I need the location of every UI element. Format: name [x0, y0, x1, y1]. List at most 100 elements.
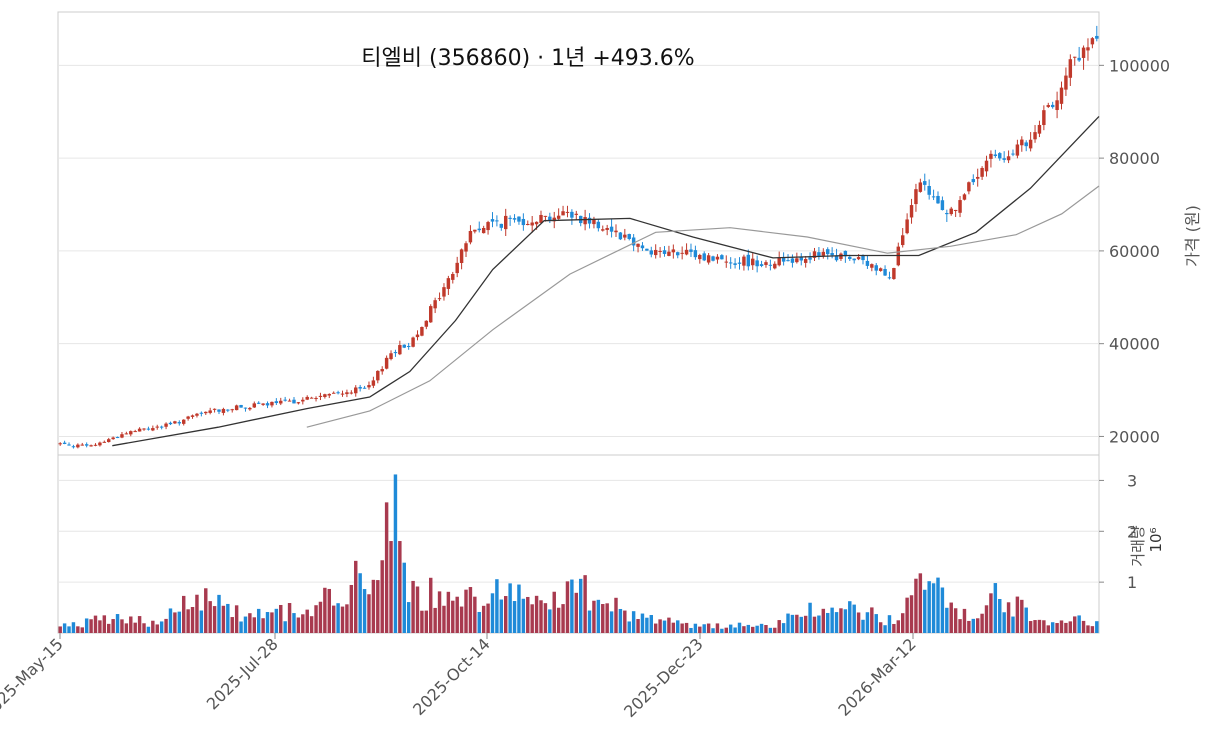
volume-bar [204, 588, 208, 633]
candle-body [371, 380, 376, 386]
candle-body [84, 444, 89, 446]
candle-body [826, 249, 830, 255]
candle-body [384, 357, 389, 369]
volume-bar [380, 560, 384, 633]
volume-bar [1059, 620, 1064, 633]
volume-bar [768, 627, 773, 633]
candle-body [265, 403, 270, 406]
volume-bar [199, 610, 204, 633]
volume-bar [296, 617, 301, 633]
candle-body [451, 273, 455, 280]
candle-body [737, 262, 742, 264]
volume-bar [923, 589, 927, 633]
volume-bar [843, 609, 848, 633]
candle-body [80, 444, 84, 446]
candle-body [517, 216, 521, 222]
volume-bar [512, 601, 517, 633]
candle-body [548, 216, 552, 221]
candle-body [98, 442, 102, 446]
volume-bar [574, 592, 579, 633]
volume-bar [548, 609, 552, 633]
candle-body [354, 387, 358, 394]
volume-bar [151, 620, 155, 633]
volume-bar [177, 611, 182, 633]
candle-body [684, 249, 689, 255]
candle-body [1090, 38, 1095, 45]
volume-bar [115, 614, 120, 633]
volume-bar [693, 623, 698, 633]
volume-bar [292, 613, 296, 633]
volume-bar [93, 615, 98, 633]
candle-body [71, 446, 76, 448]
volume-bar [98, 620, 102, 633]
volume-bar [468, 587, 473, 633]
volume-bar [949, 602, 953, 633]
volume-bar [107, 623, 111, 633]
volume-bar [623, 610, 627, 633]
moving-averages [112, 115, 1100, 447]
volume-bar [993, 583, 998, 633]
candle-body [314, 398, 318, 400]
candle-body [164, 423, 168, 427]
volume-bar [689, 627, 693, 633]
volume-bar [411, 580, 415, 633]
candle-body [755, 260, 759, 267]
candle-body [693, 250, 698, 258]
volume-bar [984, 605, 989, 633]
volume-bar [1077, 615, 1081, 633]
volume-bar [142, 623, 146, 633]
candle-body [301, 399, 305, 402]
volume-bar [164, 618, 168, 633]
volume-bar [464, 589, 468, 633]
candle-body [336, 392, 340, 394]
candle-body [949, 208, 953, 215]
candle-body [883, 268, 887, 276]
volume-bar [883, 625, 887, 633]
volume-bar [181, 595, 186, 633]
volume-bar [892, 623, 896, 633]
candle-body [76, 444, 80, 448]
volume-bar [124, 623, 129, 633]
volume-bar [671, 622, 676, 633]
candle-body [1024, 142, 1028, 147]
candle-body [596, 221, 601, 229]
volume-bar [658, 619, 662, 633]
candle-body [415, 334, 420, 338]
candle-body [865, 260, 870, 266]
volume-bar [261, 618, 265, 633]
candle-body [852, 258, 856, 261]
candle-body [733, 263, 737, 265]
candle-body [1086, 47, 1090, 51]
volume-bar [208, 601, 212, 633]
candle-body [151, 428, 155, 431]
volume-bar [429, 577, 433, 633]
candle-body [226, 409, 230, 411]
volume-bar [711, 628, 715, 633]
x-tick-label: 2025-Oct-14 [409, 634, 494, 719]
volume-bar [781, 623, 786, 633]
candle-body [565, 211, 570, 213]
volume-bar [812, 616, 817, 633]
volume-bar [706, 623, 711, 633]
volume-bar [618, 608, 623, 633]
candle-body [406, 345, 411, 347]
volume-bar [596, 599, 601, 633]
candle-body [1081, 47, 1086, 58]
candle-body [953, 209, 958, 211]
volume-bar [437, 591, 442, 633]
volume-bar [653, 623, 658, 633]
volume-bar [503, 596, 508, 633]
candle-body [261, 403, 265, 405]
volume-bar [314, 605, 318, 633]
candle-body [67, 444, 71, 446]
volume-bar [905, 597, 909, 633]
candle-body [362, 387, 367, 389]
candle-body [768, 264, 773, 266]
candle-body [623, 234, 627, 238]
candle-body [402, 344, 406, 348]
volume-bar [773, 627, 777, 633]
volume-bar [799, 616, 803, 633]
candle-body [927, 185, 931, 195]
candle-body [658, 250, 662, 252]
volume-bar [446, 591, 451, 633]
